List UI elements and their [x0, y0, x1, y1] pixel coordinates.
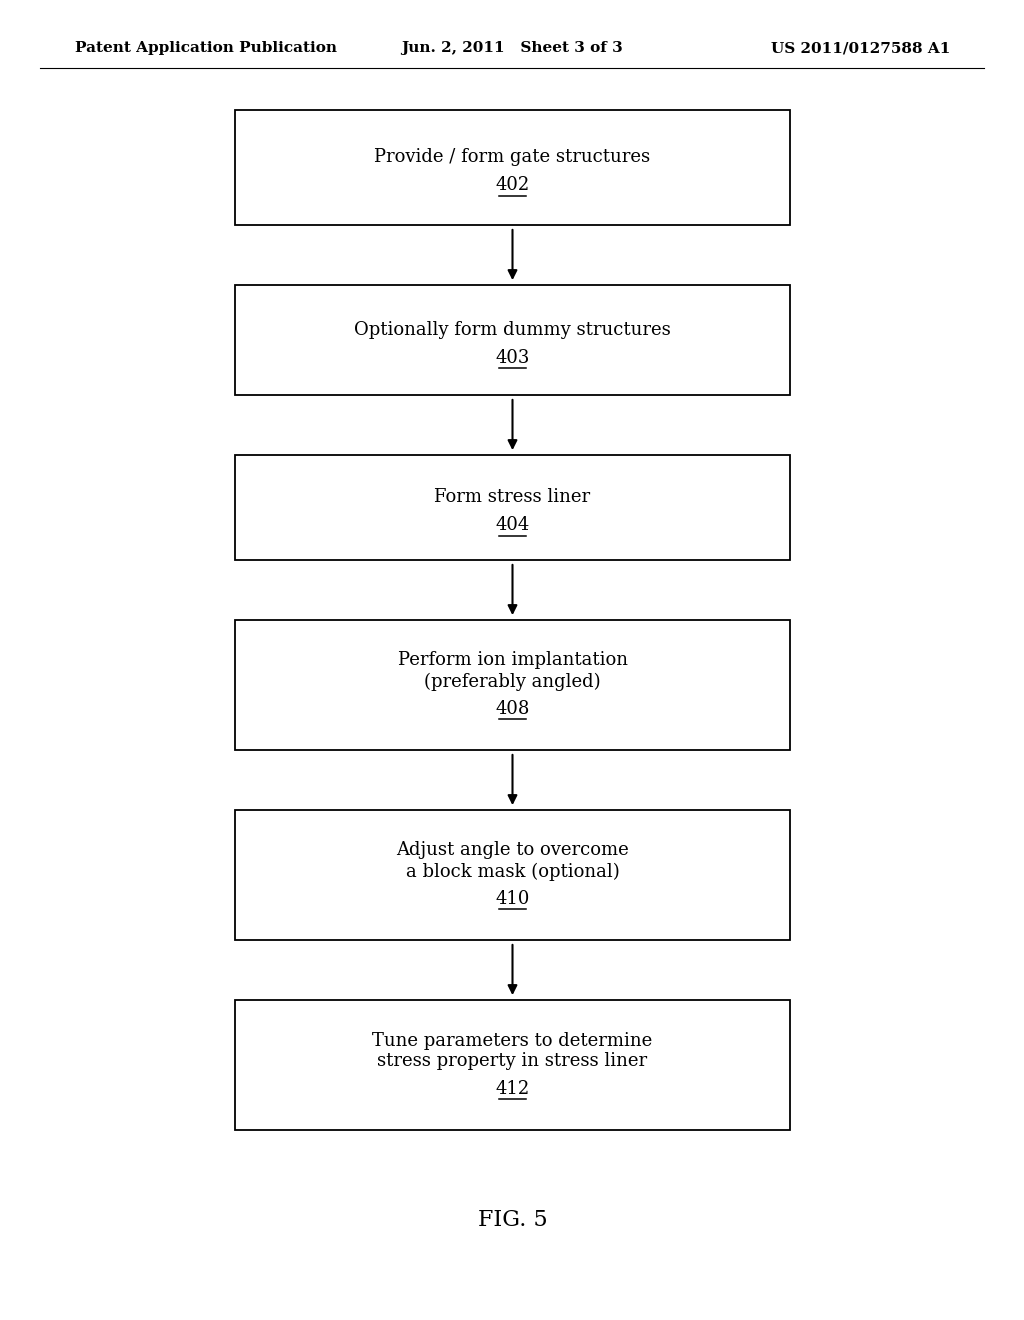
Text: Patent Application Publication: Patent Application Publication — [75, 41, 337, 55]
Text: Form stress liner: Form stress liner — [434, 488, 591, 507]
Text: Adjust angle to overcome
a block mask (optional): Adjust angle to overcome a block mask (o… — [396, 841, 629, 880]
Bar — [234, 1001, 790, 1130]
Bar — [234, 810, 790, 940]
Text: 404: 404 — [496, 516, 529, 535]
Text: 402: 402 — [496, 177, 529, 194]
Bar — [234, 110, 790, 224]
Text: 412: 412 — [496, 1080, 529, 1098]
Text: US 2011/0127588 A1: US 2011/0127588 A1 — [771, 41, 950, 55]
Text: Perform ion implantation
(preferably angled): Perform ion implantation (preferably ang… — [397, 652, 628, 690]
Text: 403: 403 — [496, 348, 529, 367]
Bar — [234, 285, 790, 395]
Bar — [234, 455, 790, 560]
Bar — [234, 620, 790, 750]
Text: 408: 408 — [496, 700, 529, 718]
Text: 410: 410 — [496, 890, 529, 908]
Text: Jun. 2, 2011   Sheet 3 of 3: Jun. 2, 2011 Sheet 3 of 3 — [401, 41, 623, 55]
Text: FIG. 5: FIG. 5 — [477, 1209, 547, 1232]
Text: Provide / form gate structures: Provide / form gate structures — [375, 149, 650, 166]
Text: Tune parameters to determine
stress property in stress liner: Tune parameters to determine stress prop… — [373, 1032, 652, 1071]
Text: Optionally form dummy structures: Optionally form dummy structures — [354, 321, 671, 339]
